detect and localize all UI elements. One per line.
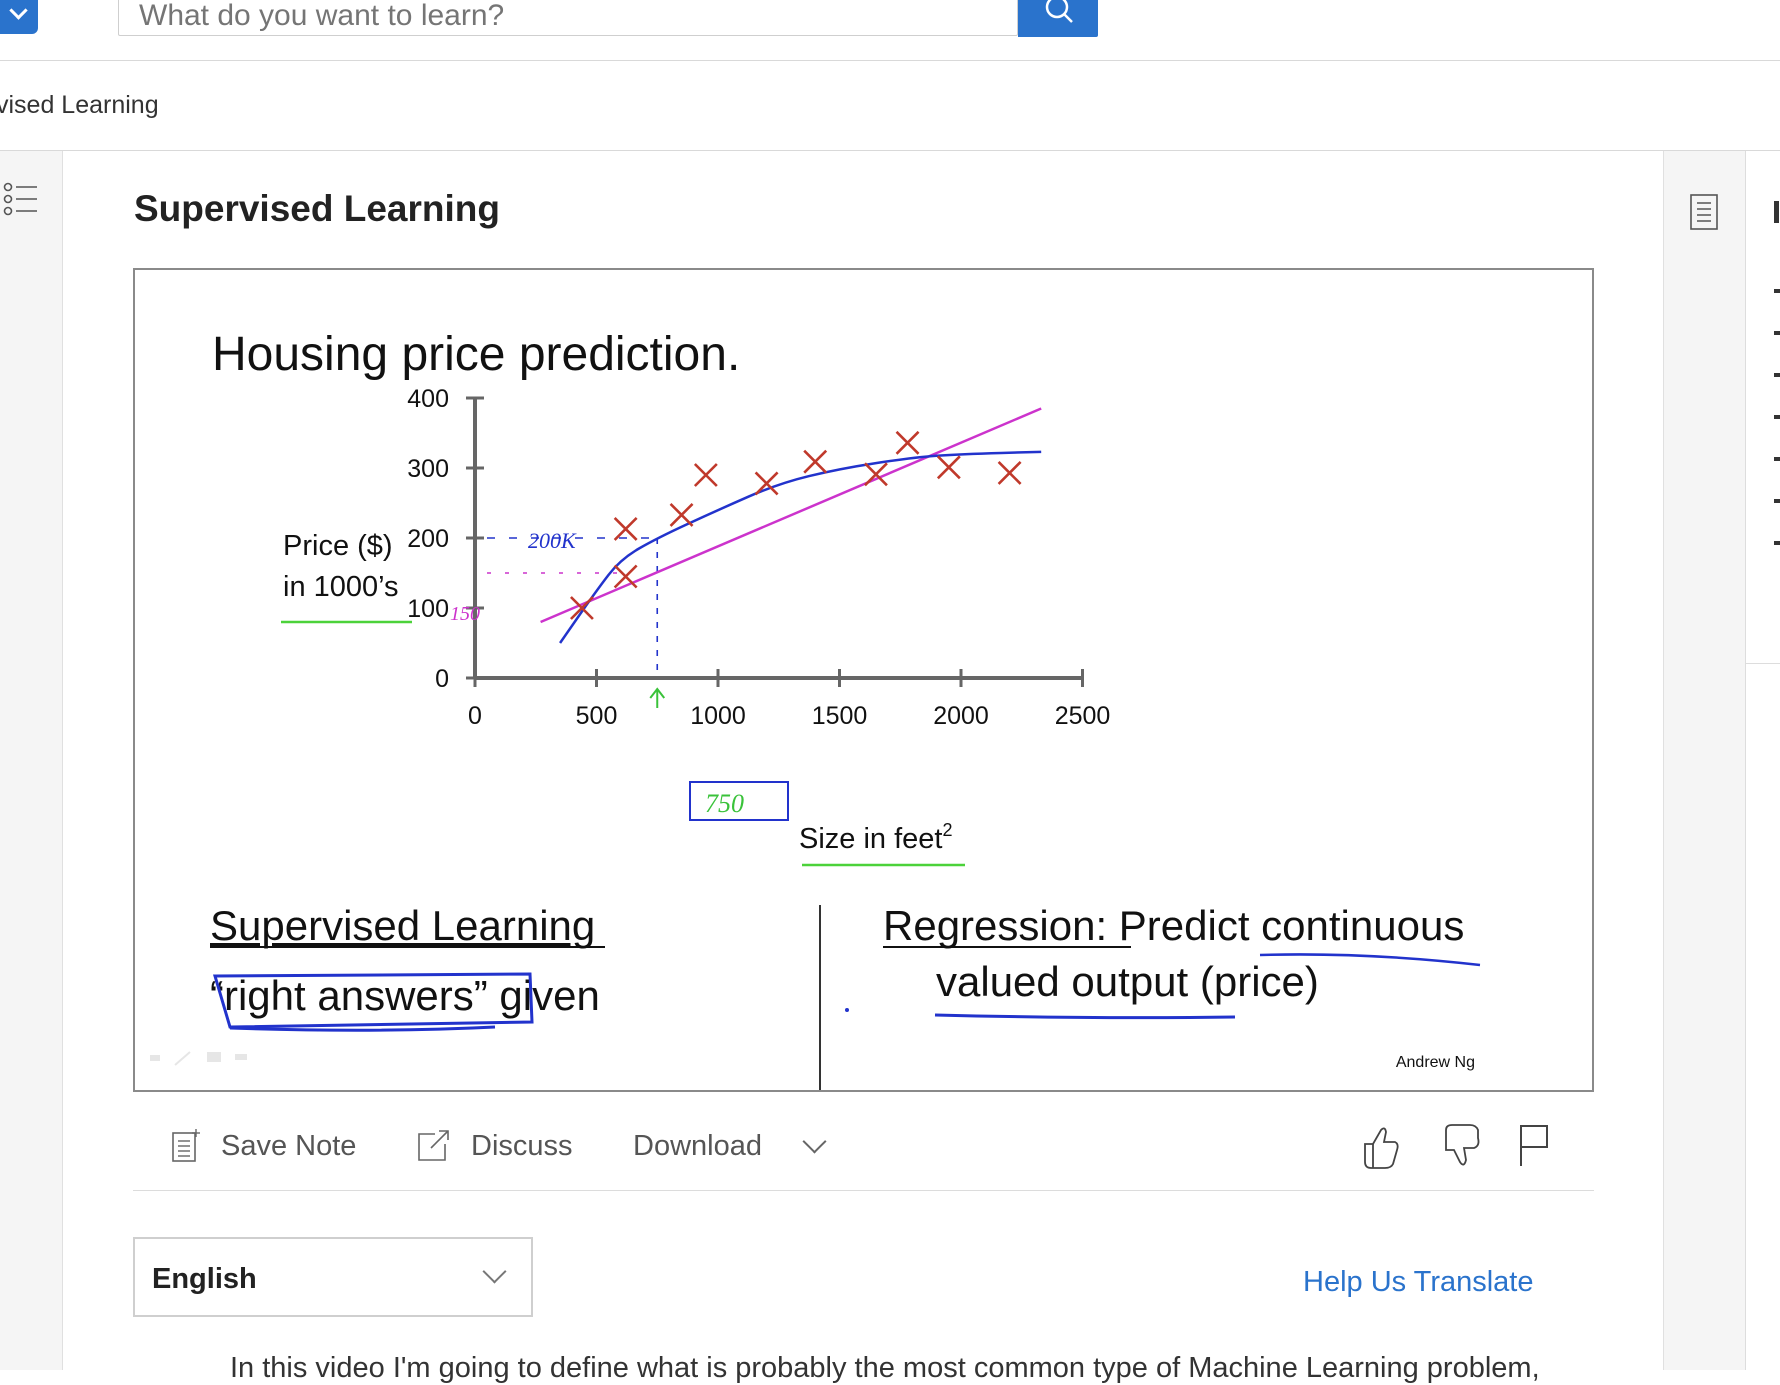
handwritten-underline bbox=[229, 1025, 496, 1032]
curve-fit-line bbox=[559, 450, 1042, 644]
text-fragment bbox=[1774, 201, 1779, 223]
discuss-label: Discuss bbox=[471, 1129, 573, 1162]
annotation-200k: 200K bbox=[528, 528, 577, 553]
pen-dot bbox=[845, 1008, 849, 1012]
download-label: Download bbox=[633, 1129, 762, 1162]
handwritten-underline bbox=[1259, 953, 1481, 967]
download-dropdown[interactable]: Download bbox=[633, 1122, 827, 1170]
top-bar bbox=[0, 0, 1780, 61]
left-sidebar bbox=[0, 151, 63, 1370]
data-point bbox=[997, 460, 1022, 485]
annotation-box bbox=[689, 781, 789, 821]
housing-price-chart: 0 500 1000 1500 2000 2500 0 100 200 300 400 bbox=[407, 385, 1110, 730]
arrow-750-head bbox=[649, 687, 666, 699]
slide-credit: Andrew Ng bbox=[1396, 1054, 1475, 1071]
y-tick-label: 300 bbox=[407, 455, 449, 483]
x-tick-label: 500 bbox=[576, 702, 618, 730]
x-tick-label: 1000 bbox=[690, 702, 746, 730]
lecture-actions: Save Note Discuss Download bbox=[133, 1110, 1594, 1191]
text-fragment bbox=[1774, 541, 1780, 545]
right-sidebar bbox=[1663, 151, 1746, 1370]
page-title: Supervised Learning bbox=[134, 188, 500, 229]
supervised-learning-heading: Supervised Learning bbox=[210, 902, 595, 949]
regression-text-line1: Regression: Predict continuous bbox=[883, 902, 1464, 949]
right-answers-text: “right answers” given bbox=[210, 972, 600, 1019]
data-point bbox=[936, 455, 961, 480]
y-tick-label: 200 bbox=[407, 525, 449, 553]
external-link-icon bbox=[418, 1130, 449, 1161]
thumbs-down-icon[interactable] bbox=[1440, 1122, 1482, 1170]
data-point bbox=[693, 463, 718, 487]
x-tick-label: 2500 bbox=[1055, 702, 1111, 730]
breadcrumb[interactable]: vised Learning bbox=[0, 91, 159, 119]
y-tick-label: 400 bbox=[407, 385, 449, 413]
language-selected-value: English bbox=[152, 1263, 257, 1295]
list-icon[interactable] bbox=[0, 181, 40, 225]
note-add-icon bbox=[172, 1129, 200, 1162]
y-tick-label: 100 bbox=[407, 595, 449, 623]
thumbs-up-icon[interactable] bbox=[1359, 1122, 1401, 1170]
handwritten-underline bbox=[934, 1013, 1236, 1020]
slide-title: Housing price prediction. bbox=[212, 328, 740, 381]
breadcrumb-bar: vised Learning bbox=[0, 61, 1780, 151]
save-note-button[interactable]: Save Note bbox=[171, 1122, 356, 1170]
video-player[interactable]: Housing price prediction. Price ($) in 1… bbox=[133, 268, 1594, 1092]
right-panel-cutoff bbox=[1745, 151, 1780, 1370]
handwritten-box bbox=[212, 972, 534, 1029]
y-axis-label: Price ($) bbox=[283, 530, 393, 562]
menu-dropdown-button[interactable] bbox=[0, 0, 38, 34]
lecture-slide: Housing price prediction. Price ($) in 1… bbox=[150, 328, 1481, 1090]
data-point bbox=[669, 502, 694, 527]
regression-text-line2: valued output (price) bbox=[936, 958, 1319, 1005]
data-point bbox=[803, 449, 828, 474]
text-fragment bbox=[1774, 457, 1780, 461]
search-input[interactable] bbox=[118, 0, 1018, 36]
chevron-down-icon bbox=[482, 1259, 507, 1284]
discuss-button[interactable]: Discuss bbox=[415, 1122, 573, 1170]
divider bbox=[1746, 663, 1780, 664]
x-axis-label: Size in feet2 bbox=[799, 820, 953, 855]
x-tick-label: 0 bbox=[468, 702, 482, 730]
faded-player-controls bbox=[150, 1051, 247, 1066]
save-note-label: Save Note bbox=[221, 1129, 357, 1162]
chevron-down-icon bbox=[9, 1, 28, 20]
annotation-750: 750 bbox=[705, 789, 744, 818]
y-tick-label: 0 bbox=[435, 665, 449, 693]
text-fragment bbox=[1774, 331, 1780, 335]
transcript-text: In this video I'm going to define what i… bbox=[230, 1352, 1540, 1384]
data-point bbox=[895, 430, 920, 455]
annotation-150: 150 bbox=[450, 603, 480, 625]
flag-icon[interactable] bbox=[1516, 1122, 1552, 1170]
x-tick-label: 2000 bbox=[933, 702, 989, 730]
straight-fit-line bbox=[540, 407, 1042, 624]
text-fragment bbox=[1774, 415, 1780, 419]
data-point bbox=[613, 564, 638, 589]
text-fragment bbox=[1774, 499, 1780, 503]
data-point bbox=[864, 462, 888, 487]
chevron-down-icon bbox=[802, 1128, 827, 1154]
search-button[interactable] bbox=[1018, 0, 1098, 37]
text-fragment bbox=[1774, 289, 1780, 293]
data-point bbox=[570, 596, 594, 620]
x-tick-label: 1500 bbox=[812, 702, 868, 730]
data-point bbox=[613, 516, 638, 541]
help-translate-link[interactable]: Help Us Translate bbox=[1303, 1266, 1534, 1298]
notes-icon[interactable] bbox=[1689, 193, 1719, 233]
data-point bbox=[754, 471, 779, 496]
y-axis-label-units: in 1000’s bbox=[283, 571, 399, 603]
text-fragment bbox=[1774, 373, 1780, 377]
language-select[interactable]: English bbox=[133, 1237, 533, 1317]
search-icon bbox=[1045, 0, 1073, 23]
